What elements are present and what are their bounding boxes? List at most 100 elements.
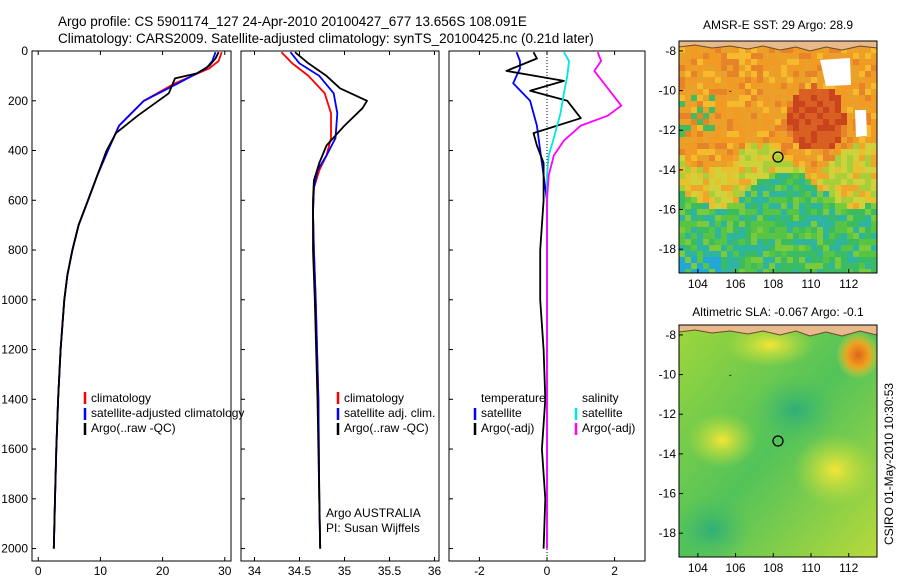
sst-cell [763, 149, 769, 155]
sst-cell [847, 209, 853, 215]
sst-cell [859, 155, 865, 161]
sst-cell [835, 107, 841, 113]
sst-cell [679, 209, 685, 215]
sst-cell [793, 125, 799, 131]
sst-cell [727, 263, 733, 269]
sst-cell [853, 185, 859, 191]
sst-cell [811, 215, 817, 221]
sst-cell [691, 185, 697, 191]
sst-cell [751, 77, 757, 83]
sst-cell [769, 233, 775, 239]
sst-cell [709, 59, 715, 65]
sst-cell [757, 95, 763, 101]
y-tick-label: -10 [659, 368, 677, 382]
sst-cell [679, 173, 685, 179]
sst-cell [721, 161, 727, 167]
sst-cell [841, 251, 847, 257]
sst-cell [835, 233, 841, 239]
sst-cell [853, 239, 859, 245]
sst-cell [865, 131, 871, 137]
sst-cell [811, 59, 817, 65]
sst-cell [781, 185, 787, 191]
sst-cell [787, 77, 793, 83]
sst-cell [835, 113, 841, 119]
sst-cell [775, 179, 781, 185]
sst-cell [799, 59, 805, 65]
sst-cell [847, 53, 853, 59]
sst-cell [679, 89, 685, 95]
sst-cell [793, 167, 799, 173]
x-tick-label: 36 [428, 564, 442, 578]
sst-cell [751, 101, 757, 107]
sst-cell [847, 125, 853, 131]
sst-cell [865, 77, 871, 83]
y-tick-label: -16 [659, 487, 677, 501]
x-tick-label: 35 [338, 564, 352, 578]
sst-cell [715, 47, 721, 53]
sst-cell [829, 179, 835, 185]
sst-cell [817, 173, 823, 179]
sst-cell [817, 161, 823, 167]
sst-cell [691, 257, 697, 263]
sst-cell [715, 161, 721, 167]
sst-cell [697, 173, 703, 179]
sst-cell [817, 143, 823, 149]
sst-cell [691, 239, 697, 245]
sst-cell [853, 155, 859, 161]
sst-cell [787, 233, 793, 239]
sst-cell [775, 257, 781, 263]
sst-cell [733, 191, 739, 197]
sst-cell [739, 215, 745, 221]
sst-cell [811, 209, 817, 215]
legend-temp-satellite-label: satellite [481, 406, 522, 420]
sst-cell [721, 185, 727, 191]
sst-cell [709, 251, 715, 257]
sst-coastline [679, 41, 877, 52]
sst-cell [769, 131, 775, 137]
sst-cell [817, 107, 823, 113]
sst-cell [751, 233, 757, 239]
sst-cell [685, 245, 691, 251]
sst-cell [709, 89, 715, 95]
sst-cell [787, 221, 793, 227]
sst-cell [709, 263, 715, 269]
sst-cell [745, 149, 751, 155]
sst-cell [775, 251, 781, 257]
sla-high-patch [687, 412, 757, 468]
sst-cell [739, 245, 745, 251]
sst-cell [781, 143, 787, 149]
y-tick-label: -10 [659, 84, 677, 98]
sla-map-frame [678, 324, 878, 558]
sst-cell [841, 269, 847, 273]
sst-cell [757, 233, 763, 239]
sst-cell [751, 53, 757, 59]
sst-cell [721, 215, 727, 221]
legend-climatology-label: climatology [344, 391, 404, 405]
sst-cell [739, 119, 745, 125]
sst-cell [769, 77, 775, 83]
y-tick-label: -12 [659, 407, 677, 421]
sst-cell [679, 137, 685, 143]
sst-cell [835, 83, 841, 89]
sst-cell [817, 185, 823, 191]
sst-cell [829, 125, 835, 131]
sst-cell [745, 179, 751, 185]
sst-cell [679, 257, 685, 263]
sst-cell [697, 77, 703, 83]
sst-cell [859, 215, 865, 221]
sst-cell [817, 59, 823, 65]
sst-cell [679, 149, 685, 155]
sst-cell [817, 77, 823, 83]
x-tick-label: 112 [839, 277, 858, 291]
sst-cell [733, 95, 739, 101]
sst-cell [739, 257, 745, 263]
sst-cell [751, 191, 757, 197]
sst-cell [763, 167, 769, 173]
sst-cell [805, 191, 811, 197]
sst-cell [727, 245, 733, 251]
sst-cell [739, 173, 745, 179]
sst-cell [685, 131, 691, 137]
sst-cell [793, 71, 799, 77]
sst-cell [679, 245, 685, 251]
sst-cell [775, 245, 781, 251]
